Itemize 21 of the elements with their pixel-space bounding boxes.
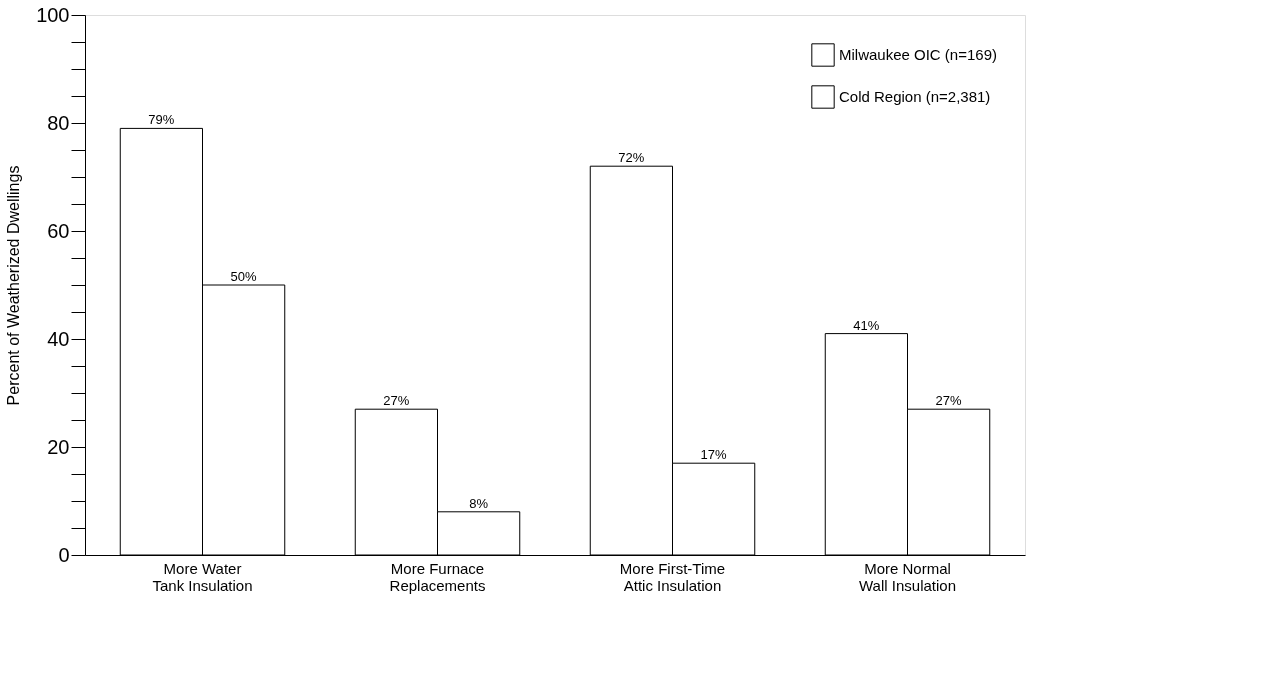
data-label: 79% [148, 112, 175, 128]
data-label: 27% [935, 393, 963, 409]
x-tick-label: More Furnace Replacements [389, 559, 486, 594]
y-tick-label: 80 [47, 111, 70, 134]
data-label: 41% [853, 317, 880, 333]
y-tick-label: 20 [47, 435, 70, 458]
legend-label: Milwaukee OIC (n=169) [839, 46, 997, 63]
x-tick-label: More Normal Wall Insulation [859, 559, 956, 594]
x-tick-label: More Water Tank Insulation [152, 559, 253, 594]
y-axis-title: Percent of Weatherized Dwellings [5, 165, 23, 406]
data-label: 72% [618, 150, 645, 166]
legend-label: Cold Region (n=2,381) [839, 88, 991, 105]
y-tick-label: 100 [36, 3, 70, 26]
data-label: 27% [383, 393, 410, 409]
y-tick-label: 40 [47, 327, 70, 350]
data-label: 17% [700, 447, 728, 463]
x-tick-label: More First-Time Attic Insulation [619, 559, 726, 594]
data-label: 50% [230, 269, 258, 284]
data-label: 8% [469, 495, 489, 511]
y-tick-label: 60 [47, 219, 70, 242]
y-tick-label: 0 [58, 543, 70, 566]
